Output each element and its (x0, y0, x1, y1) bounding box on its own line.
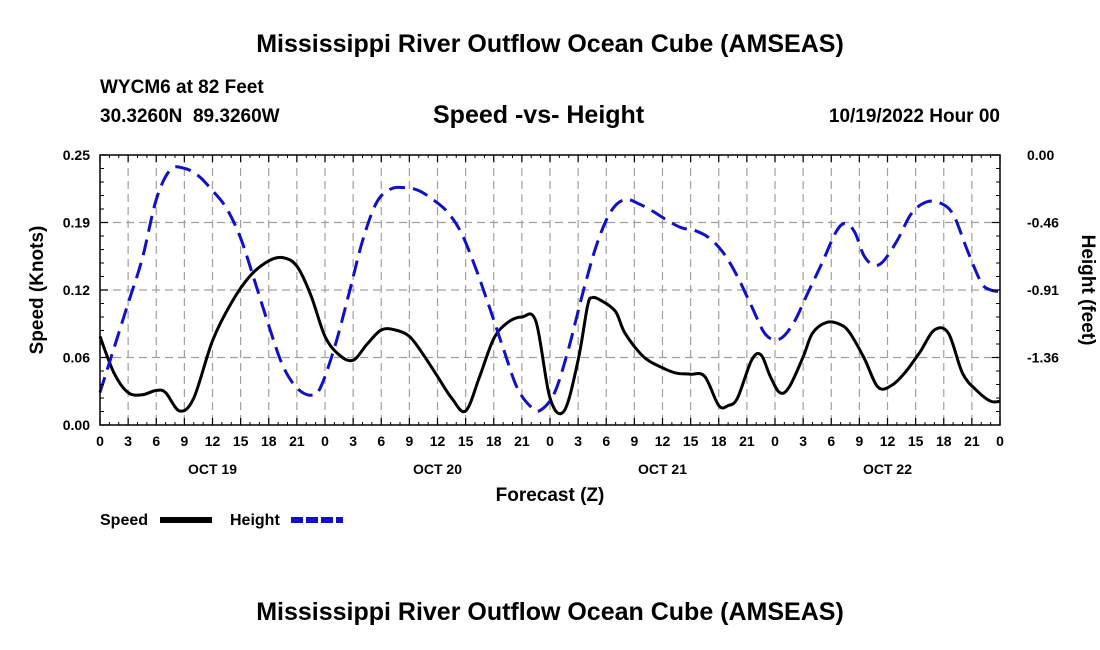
x-tick-label: 6 (827, 433, 835, 449)
x-tick-label: 15 (233, 433, 249, 449)
left-tick-label: 0.19 (63, 215, 90, 231)
chart-legend: Speed Height (100, 512, 343, 529)
height-series-line (98, 165, 1001, 413)
x-tick-label: 15 (908, 433, 924, 449)
x-tick-label: 18 (486, 433, 502, 449)
x-tick-label: 15 (458, 433, 474, 449)
x-axis-label: Forecast (Z) (496, 485, 605, 506)
coordinates-label: 30.3260N 89.3260W (100, 106, 280, 127)
x-tick-label: 3 (349, 433, 357, 449)
x-tick-label: 18 (261, 433, 277, 449)
chart-labels: 0 3 6 9 12 15 18 21 0 3 6 9 12 15 18 21 0 3 6 9 12 15 18 21 0 3 6 9… (27, 147, 1098, 506)
page-title-repeat: Mississippi River Outflow Ocean Cube (AM… (256, 598, 844, 626)
x-tick-label: 9 (405, 433, 413, 449)
x-tick-label: 18 (936, 433, 952, 449)
legend-label-height: Height (230, 512, 280, 529)
left-tick-label: 0.25 (63, 147, 90, 163)
forecast-datetime: 10/19/2022 Hour 00 (828, 106, 1000, 127)
x-tick-label: 0 (996, 433, 1004, 449)
x-tick-label: 0 (321, 433, 329, 449)
x-tick-label: 9 (180, 433, 188, 449)
right-tick-label: 0.00 (1027, 147, 1054, 163)
x-tick-label: 21 (964, 433, 980, 449)
chart-grid (100, 155, 1000, 425)
x-tick-label: 12 (205, 433, 221, 449)
x-tick-label: 9 (855, 433, 863, 449)
x-tick-label: 0 (546, 433, 554, 449)
right-tick-label: -1.36 (1027, 350, 1059, 366)
right-axis-label: Height (feet) (1077, 235, 1098, 346)
right-tick-label: -0.91 (1027, 282, 1059, 298)
x-tick-label: 6 (377, 433, 385, 449)
right-tick-label: -0.46 (1027, 215, 1059, 231)
day-label: OCT 22 (863, 461, 912, 477)
left-tick-label: 0.00 (63, 417, 90, 433)
x-tick-label: 15 (683, 433, 699, 449)
x-tick-label: 9 (630, 433, 638, 449)
x-tick-label: 0 (96, 433, 104, 449)
day-label: OCT 21 (638, 461, 687, 477)
x-tick-label: 6 (152, 433, 160, 449)
x-tick-label: 0 (771, 433, 779, 449)
x-tick-label: 3 (124, 433, 132, 449)
x-tick-label: 3 (799, 433, 807, 449)
chart-subtitle: Speed -vs- Height (433, 101, 645, 129)
chart-ticks (99, 154, 1001, 426)
chart-series (98, 165, 1001, 416)
x-tick-label: 12 (430, 433, 446, 449)
left-tick-label: 0.12 (63, 282, 90, 298)
day-label: OCT 20 (413, 461, 462, 477)
speed-series-line (98, 255, 1001, 416)
left-axis-label: Speed (Knots) (27, 226, 48, 355)
page-title: Mississippi River Outflow Ocean Cube (AM… (256, 30, 844, 58)
x-tick-label: 21 (514, 433, 530, 449)
day-label: OCT 19 (188, 461, 237, 477)
x-tick-label: 6 (602, 433, 610, 449)
station-label: WYCM6 at 82 Feet (100, 77, 264, 98)
left-tick-label: 0.06 (63, 350, 90, 366)
x-tick-label: 21 (739, 433, 755, 449)
legend-label-speed: Speed (100, 512, 148, 529)
x-tick-label: 12 (880, 433, 896, 449)
x-tick-label: 21 (289, 433, 305, 449)
x-tick-label: 18 (711, 433, 727, 449)
x-tick-label: 12 (655, 433, 671, 449)
x-tick-label: 3 (574, 433, 582, 449)
